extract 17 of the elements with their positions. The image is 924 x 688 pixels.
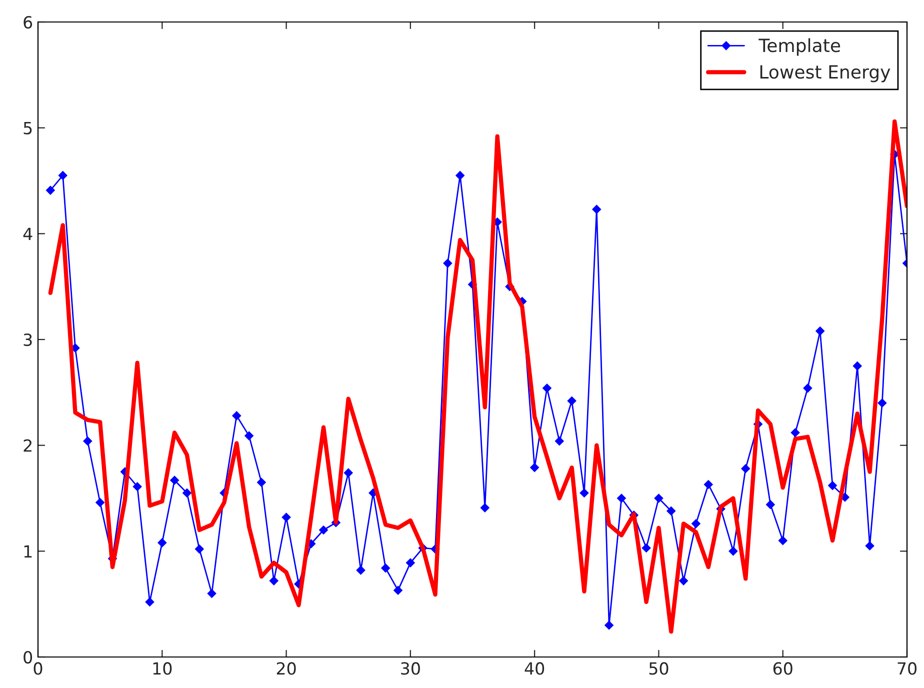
x-tick-label: 40 [524,662,544,675]
y-tick-label: 6 [24,16,32,29]
x-tick-label: 70 [898,662,916,675]
y-tick-label: 1 [24,545,32,558]
legend-label: Lowest Energy [760,65,890,82]
y-tick-label: 5 [24,122,32,134]
x-tick-label: 0 [34,662,42,675]
x-tick-label: 30 [401,662,420,675]
y-tick-label: 0 [24,650,32,664]
y-tick-label: 2 [24,439,32,452]
legend-label: Template [758,38,840,56]
y-tick-label: 3 [24,333,32,346]
x-tick-label: 20 [276,662,296,675]
y-tick-label: 4 [23,228,32,240]
x-tick-label: 50 [649,662,668,675]
x-tick-label: 60 [773,662,792,675]
x-tick-label: 10 [153,662,172,675]
